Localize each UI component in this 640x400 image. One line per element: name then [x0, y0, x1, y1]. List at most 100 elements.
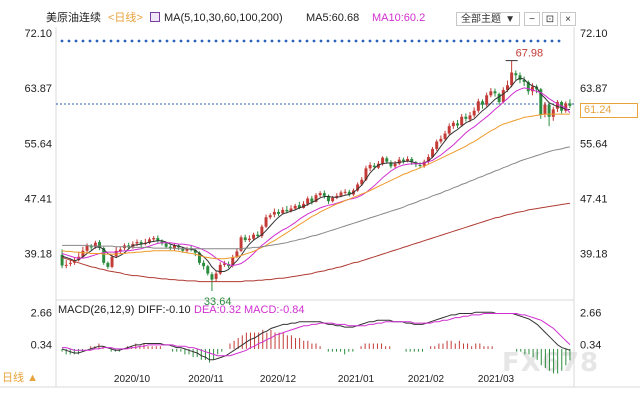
event-dot	[123, 39, 127, 43]
event-dot	[242, 39, 246, 43]
event-dot	[81, 39, 85, 43]
y-tick-label-right: 47.41	[580, 193, 608, 205]
event-dot	[263, 39, 267, 43]
event-dot	[200, 39, 204, 43]
y-tick-label-right: 39.18	[580, 249, 608, 261]
event-dot	[536, 39, 540, 43]
ma-line-ma10	[61, 87, 571, 267]
candle-body	[485, 95, 489, 105]
candle-body	[451, 122, 455, 127]
x-tick-label: 2020/11	[188, 374, 224, 385]
candle-body	[539, 89, 543, 115]
footer-period-button[interactable]: 日线 ▲	[2, 370, 48, 386]
candle-body	[426, 156, 430, 162]
candle-body	[501, 89, 505, 103]
candle-body	[481, 101, 484, 105]
y-tick-label-left: 63.87	[24, 83, 52, 95]
event-dot	[340, 39, 344, 43]
candle-body	[493, 91, 497, 94]
candle-body	[114, 250, 118, 257]
event-dot	[165, 39, 169, 43]
candle-body	[210, 274, 214, 280]
high-label: 67.98	[516, 48, 544, 60]
fx678-watermark: FX678	[502, 348, 600, 378]
event-dot	[67, 39, 71, 43]
event-dot	[158, 39, 162, 43]
candle-body	[252, 234, 256, 239]
candle-body	[181, 248, 185, 251]
candle-body	[410, 158, 414, 163]
candle-body	[64, 264, 68, 266]
event-dot	[368, 39, 372, 43]
subtract-icon[interactable]: −	[524, 12, 540, 26]
macd-diff-label: DIFF:-0.10	[138, 304, 191, 316]
event-dot	[249, 39, 253, 43]
ma-checkbox-icon[interactable]	[150, 12, 160, 22]
dea-line	[62, 313, 571, 357]
event-dot	[508, 39, 512, 43]
candle-body	[456, 123, 460, 126]
candle-body	[318, 193, 322, 196]
event-dot	[361, 39, 365, 43]
candle-body	[202, 262, 206, 267]
candle-body	[73, 261, 77, 263]
event-dot	[403, 39, 407, 43]
candle-body	[293, 205, 297, 209]
macd-title: MACD(26,12,9)	[58, 304, 134, 316]
candle-body	[460, 116, 464, 126]
event-dot	[312, 39, 316, 43]
event-dot	[60, 39, 64, 43]
candle-body	[302, 203, 305, 208]
event-dot	[347, 39, 351, 43]
candle-body	[235, 251, 239, 257]
event-dot	[333, 39, 337, 43]
candle-body	[164, 243, 168, 247]
event-dot	[116, 39, 120, 43]
candle-body	[310, 198, 314, 202]
event-dot	[557, 39, 561, 43]
event-dot	[193, 39, 197, 43]
candle-body	[247, 238, 251, 241]
candle-body	[564, 103, 568, 111]
event-dot	[494, 39, 498, 43]
event-dot	[466, 39, 470, 43]
macd-value-label: MACD:-0.84	[244, 304, 305, 316]
expand-icon[interactable]: ⊡	[542, 12, 558, 26]
event-dot	[522, 39, 526, 43]
candle-body	[356, 184, 360, 191]
candle-body	[152, 238, 156, 240]
triangle-up-icon: ▲	[27, 372, 38, 384]
candle-body	[139, 242, 143, 245]
candle-body	[343, 191, 347, 193]
candle-body	[551, 109, 555, 117]
event-dot	[151, 39, 155, 43]
candle-body	[243, 237, 247, 241]
event-dot	[235, 39, 239, 43]
candle-body	[360, 179, 364, 185]
event-dot	[74, 39, 78, 43]
event-dot	[431, 39, 435, 43]
candle-body	[135, 242, 139, 244]
event-dot	[529, 39, 533, 43]
event-dot	[256, 39, 260, 43]
candle-body	[464, 116, 468, 119]
event-dot	[291, 39, 295, 43]
candle-body	[347, 191, 351, 195]
x-tick-label: 2020/10	[114, 374, 151, 385]
candle-body	[468, 115, 472, 120]
ma-line-ma60	[62, 146, 570, 250]
y-tick-label-left: 55.64	[24, 138, 52, 150]
candle-body	[285, 209, 289, 212]
candle-body	[401, 159, 405, 161]
period-link[interactable]: <日线>	[108, 12, 143, 24]
event-dot	[501, 39, 505, 43]
candle-body	[218, 264, 222, 274]
candle-body	[118, 249, 122, 252]
theme-select[interactable]: 全部主题 ▼	[456, 12, 520, 26]
event-dot	[109, 39, 113, 43]
candle-body	[106, 262, 110, 267]
candle-body	[272, 211, 276, 215]
candle-body	[289, 208, 293, 212]
close-icon[interactable]: ×	[560, 12, 576, 26]
candle-body	[422, 161, 426, 166]
